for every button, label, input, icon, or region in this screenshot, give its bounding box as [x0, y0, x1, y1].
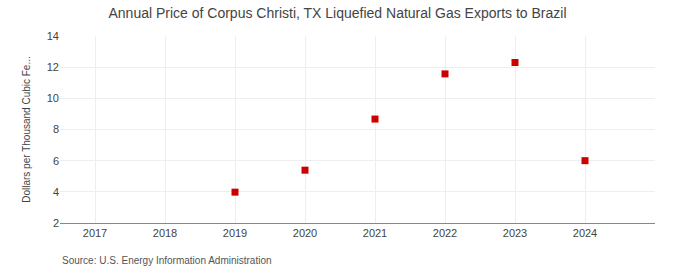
svg-text:2023: 2023	[503, 227, 527, 239]
svg-text:6: 6	[53, 155, 59, 167]
svg-text:4: 4	[53, 186, 59, 198]
svg-text:8: 8	[53, 123, 59, 135]
svg-text:10: 10	[47, 92, 59, 104]
svg-text:14: 14	[47, 30, 59, 42]
svg-text:2019: 2019	[223, 227, 247, 239]
svg-text:Source: U.S. Energy Informatio: Source: U.S. Energy Information Administ…	[62, 255, 272, 266]
svg-text:Dollars per Thousand Cubic Fe.: Dollars per Thousand Cubic Fe...	[21, 56, 32, 203]
svg-text:12: 12	[47, 61, 59, 73]
svg-text:2018: 2018	[153, 227, 177, 239]
svg-text:2: 2	[53, 217, 59, 229]
svg-text:2022: 2022	[433, 227, 457, 239]
svg-text:2017: 2017	[83, 227, 107, 239]
svg-text:2021: 2021	[363, 227, 387, 239]
svg-text:2020: 2020	[293, 227, 317, 239]
svg-text:Annual Price of Corpus Christi: Annual Price of Corpus Christi, TX Lique…	[108, 5, 566, 21]
svg-text:2024: 2024	[573, 227, 597, 239]
